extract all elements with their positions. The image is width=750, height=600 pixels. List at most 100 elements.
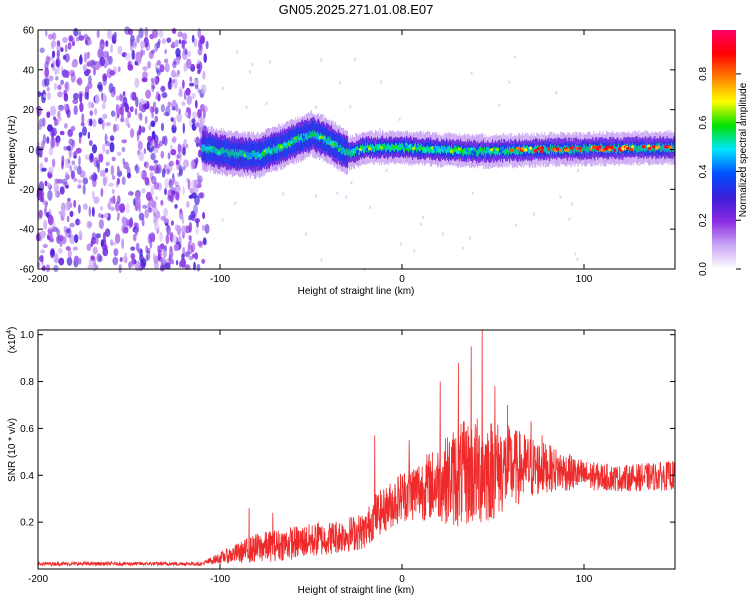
- heatmap-cell: [194, 139, 201, 144]
- heatmap-cell: [517, 148, 519, 156]
- heatmap-cell: [228, 149, 230, 156]
- heatmap-cell: [351, 149, 354, 157]
- heatmap-cell: [73, 177, 78, 182]
- heatmap-cell: [164, 262, 171, 270]
- heatmap-cell: [111, 188, 115, 195]
- heatmap-cell: [196, 178, 202, 184]
- heatmap-cell: [167, 101, 172, 108]
- heatmap-cell: [658, 143, 660, 156]
- heatmap-cell: [426, 146, 428, 153]
- heatmap-cell: [531, 147, 533, 154]
- heatmap-cell: [652, 145, 654, 152]
- heatmap-cell: [66, 197, 71, 203]
- heatmap-cell: [100, 187, 104, 197]
- heatmap-cell: [57, 91, 63, 98]
- heatmap-cell: [197, 48, 203, 56]
- heatmap-cell: [116, 177, 120, 185]
- heatmap-cell: [119, 106, 124, 115]
- heatmap-cell: [121, 216, 127, 225]
- heatmap-cell: [177, 172, 181, 177]
- heatmap-cell: [51, 32, 57, 40]
- heatmap-cell: [176, 225, 182, 236]
- heatmap-cell: [203, 144, 205, 151]
- heatmap-cell: [57, 248, 63, 254]
- y-tick-label: 0.6: [20, 424, 34, 435]
- heatmap-cell: [85, 53, 90, 60]
- x-tick-label: -100: [210, 574, 230, 585]
- heatmap-cell: [294, 137, 297, 144]
- heatmap-cell: [205, 40, 209, 50]
- heatmap-cell: [140, 40, 146, 49]
- heatmap-cell: [201, 224, 206, 231]
- heatmap-cell: [153, 215, 158, 224]
- heatmap-cell: [184, 251, 190, 258]
- heatmap-cell: [103, 212, 109, 219]
- heatmap-cell: [161, 136, 166, 145]
- heatmap-cell: [69, 165, 72, 172]
- heatmap-cell: [496, 147, 498, 155]
- heatmap-cell: [420, 144, 422, 152]
- heatmap-cell: [202, 211, 206, 220]
- heatmap-cell: [111, 241, 117, 246]
- heatmap-cell: [66, 108, 71, 119]
- heatmap-cell: [142, 66, 148, 71]
- heatmap-cell: [143, 103, 150, 110]
- heatmap-cell: [171, 106, 176, 111]
- heatmap-cell: [376, 144, 378, 151]
- heatmap-cell: [338, 81, 341, 85]
- heatmap-cell: [86, 61, 91, 67]
- heatmap-cell: [474, 147, 476, 155]
- heatmap-cell: [181, 101, 186, 106]
- heatmap-cell: [163, 218, 170, 224]
- heatmap-cell: [43, 219, 48, 230]
- heatmap-cell: [40, 249, 45, 254]
- x-tick-label: -100: [210, 274, 230, 285]
- heatmap-cell: [497, 148, 499, 156]
- y-tick-label: -20: [20, 185, 35, 196]
- heatmap-cell: [175, 186, 181, 193]
- heatmap-cell: [149, 165, 155, 171]
- heatmap-cell: [516, 147, 518, 155]
- heatmap-cell: [327, 136, 330, 143]
- heatmap-cell: [498, 103, 501, 107]
- heatmap-cell: [157, 93, 161, 102]
- heatmap-cell: [79, 102, 84, 113]
- heatmap-cell: [177, 31, 183, 38]
- heatmap-cell: [651, 143, 653, 151]
- heatmap-cell: [459, 148, 461, 155]
- heatmap-cell: [65, 231, 69, 238]
- heatmap-cell: [315, 194, 317, 198]
- heatmap-cell: [370, 143, 372, 150]
- heatmap-cell: [164, 63, 170, 73]
- heatmap-cell: [349, 105, 352, 108]
- heatmap-cell: [475, 147, 477, 154]
- heatmap-cell: [50, 105, 56, 116]
- heatmap-cell: [607, 146, 609, 153]
- heatmap-cell: [88, 75, 92, 84]
- heatmap-cell: [107, 202, 112, 210]
- heatmap-cell: [46, 86, 50, 92]
- heatmap-cell: [188, 221, 193, 233]
- heatmap-cell: [574, 147, 576, 155]
- heatmap-cell: [574, 252, 577, 256]
- heatmap-cell: [78, 56, 83, 65]
- heatmap-cell: [227, 151, 229, 158]
- heatmap-cell: [483, 149, 485, 156]
- heatmap-cell: [134, 77, 140, 88]
- heatmap-cell: [507, 146, 509, 153]
- heatmap-cell: [42, 117, 46, 127]
- heatmap-cell: [110, 196, 116, 205]
- heatmap-cell: [48, 166, 54, 174]
- heatmap-cell: [420, 222, 422, 226]
- snr-series-line: [37, 329, 676, 567]
- heatmap-cell: [61, 178, 68, 185]
- heatmap-cell: [111, 35, 117, 45]
- heatmap-cell: [216, 148, 218, 156]
- heatmap-cell: [482, 148, 484, 156]
- heatmap-cell: [179, 165, 183, 175]
- heatmap-cell: [47, 228, 54, 234]
- heatmap-cell: [69, 210, 74, 218]
- heatmap-cell: [174, 39, 179, 48]
- heatmap-cell: [153, 181, 159, 190]
- heatmap-cell: [190, 210, 196, 221]
